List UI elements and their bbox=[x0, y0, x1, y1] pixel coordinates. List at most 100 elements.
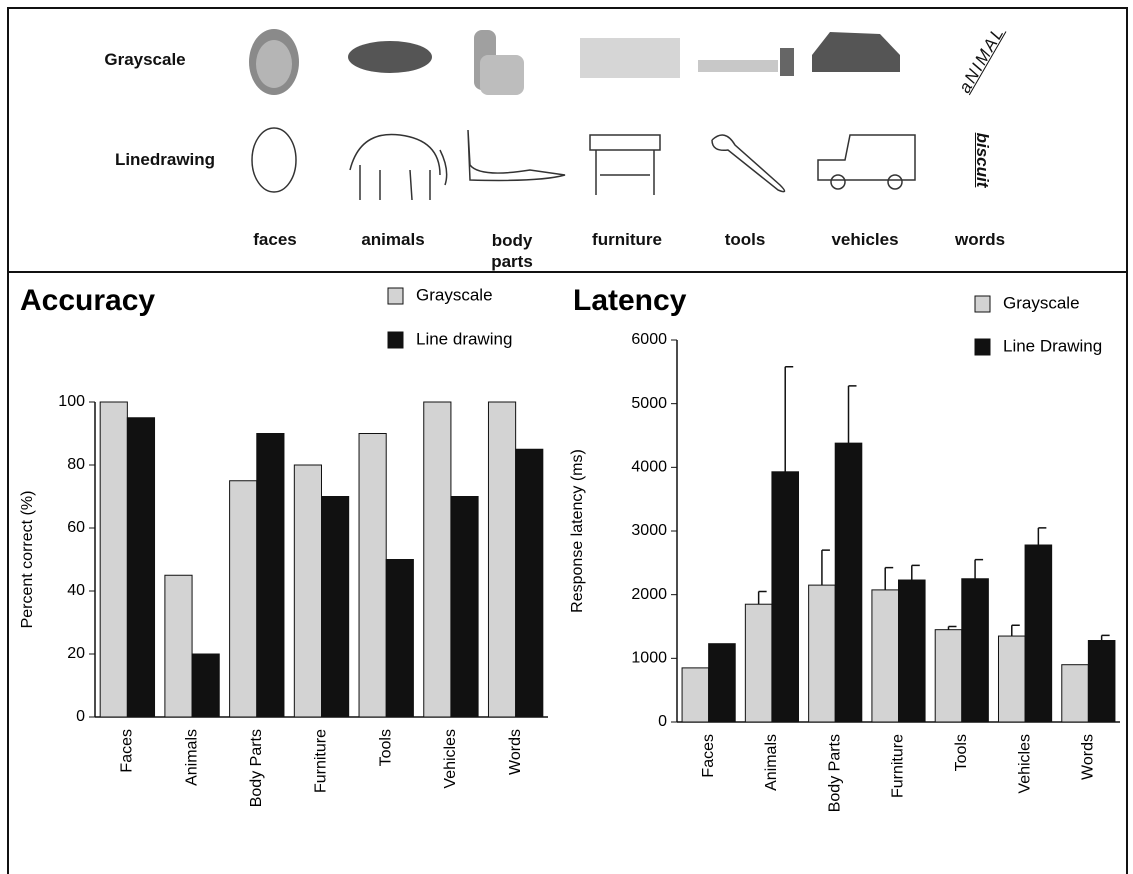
y-tick-label: 6000 bbox=[631, 331, 667, 348]
error-bar bbox=[947, 625, 957, 630]
word-stimulus: biscuit bbox=[973, 132, 992, 188]
bar bbox=[771, 471, 800, 723]
y-tick-label: 4000 bbox=[631, 459, 667, 476]
x-tick-label: Vehicles bbox=[1016, 734, 1033, 794]
bar bbox=[934, 629, 963, 723]
wrench-drawing bbox=[711, 134, 786, 193]
bar bbox=[423, 401, 452, 718]
face-photo bbox=[256, 40, 292, 88]
y-axis-label: Response latency (ms) bbox=[569, 449, 586, 613]
bar bbox=[321, 496, 350, 718]
bar bbox=[708, 643, 736, 723]
grayscale-stimuli bbox=[249, 29, 900, 95]
bar bbox=[1024, 544, 1053, 723]
line-stimuli bbox=[251, 127, 916, 201]
x-tick-label: Furniture bbox=[890, 734, 907, 798]
hammer-photo bbox=[698, 60, 778, 72]
x-tick-label: Words bbox=[1080, 734, 1097, 780]
bar bbox=[744, 603, 773, 723]
x-tick-label: Tools bbox=[377, 729, 394, 766]
y-tick-label: 1000 bbox=[631, 650, 667, 667]
category-label: furniture bbox=[592, 230, 662, 249]
bar bbox=[997, 635, 1026, 723]
row-label: Grayscale bbox=[104, 50, 186, 69]
hand-photo bbox=[480, 55, 524, 95]
category-label: animals bbox=[361, 230, 425, 249]
truck-drawing bbox=[817, 134, 916, 181]
error-bar bbox=[821, 549, 830, 586]
face-drawing bbox=[251, 127, 297, 193]
bar bbox=[961, 578, 989, 723]
error-bar bbox=[1100, 634, 1110, 641]
x-tick-label: Furniture bbox=[313, 729, 330, 793]
bar bbox=[164, 574, 193, 718]
wheel bbox=[887, 174, 903, 190]
bar bbox=[487, 401, 517, 718]
bar bbox=[871, 589, 899, 723]
x-tick-label: Faces bbox=[119, 729, 136, 773]
x-tick-label: Tools bbox=[953, 734, 970, 771]
y-tick-label: 5000 bbox=[631, 395, 667, 412]
error-bar bbox=[884, 566, 894, 590]
chart-title: Latency bbox=[573, 284, 687, 317]
bar bbox=[898, 579, 926, 723]
legend-label: Grayscale bbox=[416, 285, 493, 304]
y-tick-label: 60 bbox=[67, 519, 85, 536]
chart-title: Accuracy bbox=[20, 284, 155, 317]
x-tick-label: Vehicles bbox=[442, 729, 459, 789]
bar bbox=[256, 433, 285, 718]
error-bar bbox=[1037, 527, 1047, 546]
legend-swatch bbox=[387, 287, 404, 305]
row-label: Linedrawing bbox=[114, 150, 216, 169]
legend-swatch bbox=[387, 331, 404, 349]
x-tick-label: Words bbox=[507, 729, 524, 775]
category-label: faces bbox=[253, 230, 297, 249]
bar bbox=[450, 496, 479, 718]
car-photo bbox=[812, 32, 900, 72]
legend-swatch bbox=[974, 338, 991, 356]
bar bbox=[191, 653, 220, 718]
y-tick-label: 80 bbox=[67, 456, 85, 473]
x-tick-label: Animals bbox=[183, 729, 200, 786]
legend-label: Line Drawing bbox=[1003, 336, 1102, 355]
error-bar bbox=[974, 558, 984, 579]
y-tick-label: 40 bbox=[67, 582, 85, 599]
x-tick-label: Body Parts bbox=[248, 729, 265, 807]
error-bar bbox=[847, 385, 857, 444]
legend-label: Grayscale bbox=[1003, 293, 1080, 312]
error-bar bbox=[911, 564, 920, 581]
bar bbox=[1087, 640, 1116, 723]
error-bar bbox=[757, 590, 767, 605]
category-label: vehicles bbox=[831, 230, 899, 249]
table-drawing bbox=[589, 134, 661, 195]
x-tick-label: Body Parts bbox=[826, 734, 843, 812]
error-bar bbox=[1011, 624, 1020, 637]
x-tick-label: Animals bbox=[763, 734, 780, 791]
bar bbox=[126, 417, 156, 718]
furniture-photo bbox=[580, 38, 680, 78]
bar bbox=[1061, 664, 1089, 723]
foot-drawing bbox=[467, 129, 566, 182]
stimuli-panel bbox=[7, 7, 1128, 273]
legend-swatch bbox=[974, 295, 991, 313]
y-tick-label: 2000 bbox=[631, 586, 667, 603]
y-axis-label: Percent correct (%) bbox=[19, 491, 36, 629]
category-label: tools bbox=[724, 230, 766, 249]
bar bbox=[99, 401, 128, 718]
wheel bbox=[830, 174, 846, 190]
bar bbox=[834, 442, 863, 723]
bar bbox=[681, 667, 710, 723]
bar bbox=[515, 448, 544, 718]
y-tick-label: 3000 bbox=[631, 522, 667, 539]
turtle-photo bbox=[348, 41, 432, 73]
category-label: words bbox=[954, 230, 1006, 249]
y-tick-label: 20 bbox=[67, 645, 85, 662]
bar bbox=[229, 480, 258, 718]
category-label: body parts bbox=[491, 231, 533, 271]
bar bbox=[293, 464, 323, 718]
bar bbox=[358, 433, 387, 718]
error-bar bbox=[784, 365, 794, 472]
legend-label: Line drawing bbox=[416, 329, 512, 348]
